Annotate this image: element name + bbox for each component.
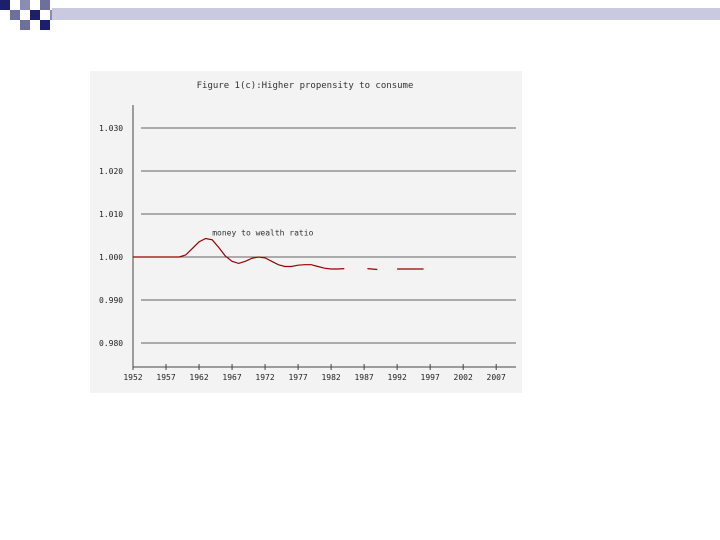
y-tick-label: 1.030 xyxy=(99,124,123,133)
x-tick-label: 1987 xyxy=(354,373,373,382)
y-tick-label: 0.990 xyxy=(99,296,123,305)
x-tick-label: 1972 xyxy=(255,373,274,382)
chart-panel: Figure 1(c):Higher propensity to consume… xyxy=(90,71,522,393)
deco-square-7 xyxy=(40,20,50,30)
deco-square-2 xyxy=(10,10,20,20)
y-tick-label: 1.020 xyxy=(99,167,123,176)
x-tick-label: 1982 xyxy=(321,373,340,382)
x-tick-label: 1977 xyxy=(288,373,307,382)
chart-title: Figure 1(c):Higher propensity to consume xyxy=(197,81,414,91)
x-tick-label: 1957 xyxy=(156,373,175,382)
deco-square-3 xyxy=(20,0,30,10)
deco-square-4 xyxy=(20,20,30,30)
line-chart: Figure 1(c):Higher propensity to consume… xyxy=(99,81,516,382)
series-line-segment xyxy=(367,268,378,271)
deco-square-6 xyxy=(40,0,50,10)
x-tick-label: 1962 xyxy=(189,373,208,382)
x-tick-label: 1997 xyxy=(421,373,440,382)
slide-header-decoration xyxy=(0,0,720,30)
x-tick-label: 1952 xyxy=(123,373,142,382)
deco-square-1 xyxy=(0,0,10,10)
x-tick-label: 1992 xyxy=(388,373,407,382)
series-annotation: money to wealth ratio xyxy=(212,229,313,238)
header-bar xyxy=(52,8,720,20)
deco-square-5 xyxy=(30,10,40,20)
x-tick-label: 2002 xyxy=(454,373,473,382)
x-tick-label: 1967 xyxy=(222,373,241,382)
y-tick-label: 1.000 xyxy=(99,253,123,262)
y-tick-label: 0.980 xyxy=(99,339,123,348)
series-line-segment xyxy=(133,237,345,270)
y-tick-label: 1.010 xyxy=(99,210,123,219)
x-tick-label: 2007 xyxy=(487,373,506,382)
